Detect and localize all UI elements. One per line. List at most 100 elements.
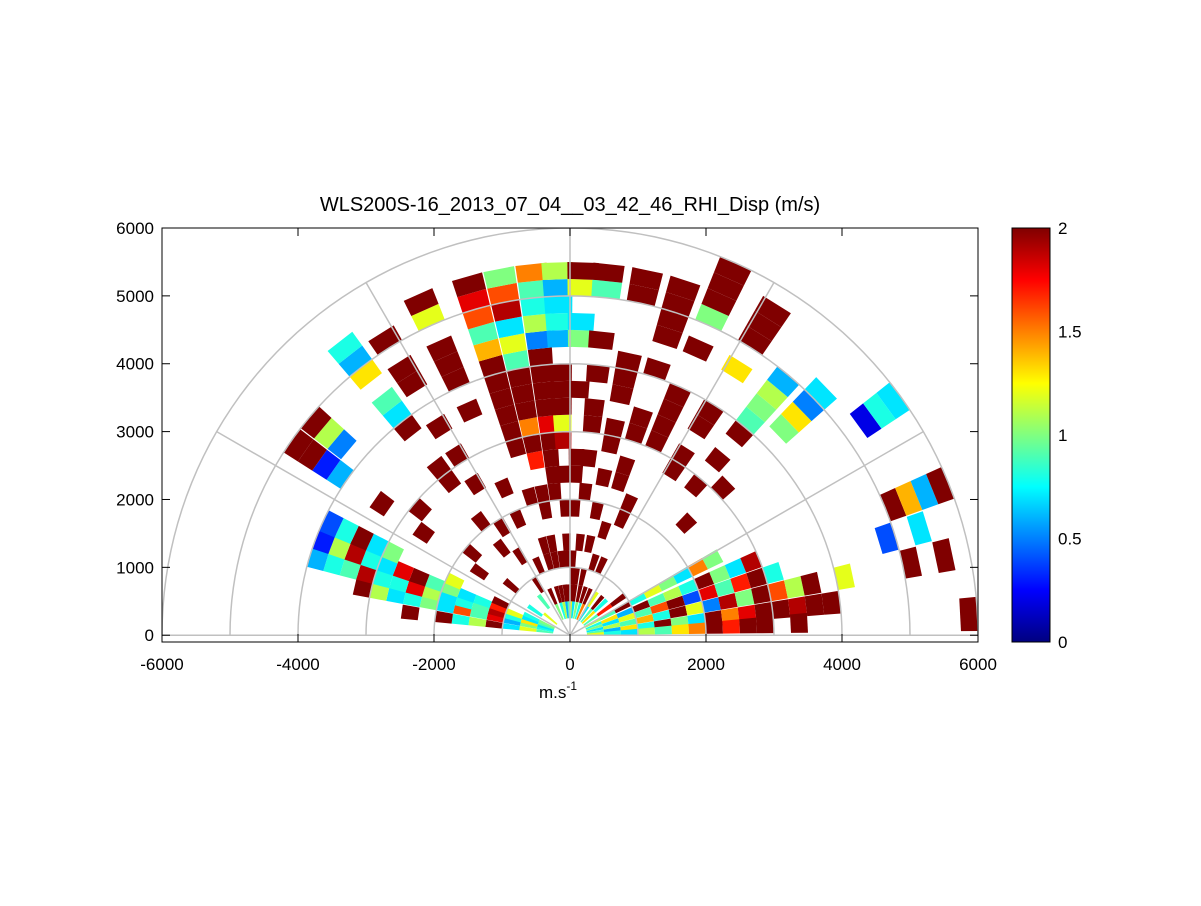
radar-cell xyxy=(350,525,374,551)
radar-cell xyxy=(740,551,763,573)
radar-cell xyxy=(562,533,571,551)
radar-cell xyxy=(583,398,605,418)
radar-cell xyxy=(620,628,638,635)
radar-cell xyxy=(705,620,723,634)
radar-cell xyxy=(334,518,359,544)
radar-cell xyxy=(365,533,389,557)
radar-cell xyxy=(959,596,978,632)
radar-cell xyxy=(628,592,647,606)
radar-cell xyxy=(643,357,671,381)
x-tick-label: 0 xyxy=(565,655,574,674)
x-tick-label: 6000 xyxy=(959,655,997,674)
radar-cell xyxy=(543,612,558,625)
radar-cell xyxy=(542,278,573,297)
radar-cell xyxy=(371,386,402,416)
radar-cell xyxy=(527,604,543,617)
radar-cell xyxy=(573,567,580,585)
radar-cell xyxy=(514,400,537,421)
radar-cell xyxy=(543,295,573,314)
radar-cell xyxy=(722,619,740,634)
radar-cell xyxy=(575,585,583,603)
radar-cell xyxy=(517,279,549,300)
radar-cell xyxy=(535,398,557,418)
radar-cell xyxy=(582,587,593,605)
radar-cell xyxy=(618,612,636,623)
radar-cell xyxy=(434,610,453,624)
colorbar xyxy=(1011,227,1051,643)
radar-cell xyxy=(713,256,752,286)
radar-cell xyxy=(327,429,357,460)
radar-cell xyxy=(562,601,568,619)
radar-cell xyxy=(553,414,572,433)
radar-cell xyxy=(746,393,777,423)
radar-cell xyxy=(568,448,585,467)
radar-cell xyxy=(300,406,332,439)
radar-cell xyxy=(578,568,587,586)
radar-cell xyxy=(597,520,612,540)
radar-cell xyxy=(746,567,768,589)
radar-cell xyxy=(572,584,578,602)
radar-cell xyxy=(553,585,563,604)
radar-cell xyxy=(522,313,551,334)
radar-cell xyxy=(579,586,588,604)
radar-cell xyxy=(657,575,678,592)
radar-cell xyxy=(709,565,731,584)
radar-cell xyxy=(537,621,555,630)
radar-cell xyxy=(537,415,558,434)
radar-cell xyxy=(567,329,594,348)
radar-cell xyxy=(545,465,561,485)
radar-cell xyxy=(456,398,483,423)
radar-cell xyxy=(521,486,539,507)
radar-cell xyxy=(512,546,529,566)
radar-cell xyxy=(369,490,395,517)
radar-cell xyxy=(531,576,545,594)
y-tick-label: 3000 xyxy=(116,423,154,442)
radar-cell xyxy=(863,392,896,429)
radar-cell xyxy=(701,597,721,613)
radar-cell xyxy=(444,572,465,590)
radar-cell xyxy=(503,350,530,372)
radar-cell xyxy=(739,617,757,634)
radar-cell xyxy=(662,586,683,602)
radar-cell xyxy=(895,481,923,516)
radar-cell xyxy=(550,380,572,399)
radar-cell xyxy=(600,614,619,624)
radar-cell xyxy=(581,610,596,624)
radar-cell xyxy=(619,618,638,627)
colorbar-tick-label: 1 xyxy=(1058,426,1067,445)
radar-cell xyxy=(626,283,659,307)
radar-cell xyxy=(718,593,738,610)
radar-cell xyxy=(754,601,774,621)
x-tick-label: 2000 xyxy=(687,655,725,674)
radar-cell xyxy=(527,347,553,367)
radar-cell xyxy=(283,429,314,462)
radar-cell xyxy=(583,614,599,626)
radar-cell xyxy=(381,541,404,564)
radar-cell xyxy=(522,433,543,454)
colorbar-tick-label: 0 xyxy=(1058,633,1067,652)
radar-cell xyxy=(546,534,558,553)
radar-cell xyxy=(784,576,805,599)
radar-cell xyxy=(492,538,511,558)
radar-cell xyxy=(654,625,672,635)
radar-cell xyxy=(554,603,564,621)
radar-cell xyxy=(879,488,907,522)
radar-cell xyxy=(704,447,731,473)
radar-cell xyxy=(393,414,422,442)
radar-cell xyxy=(312,449,341,480)
radar-cell xyxy=(487,607,506,619)
radar-cell xyxy=(671,624,689,635)
radar-cell xyxy=(590,594,605,611)
radar-cell xyxy=(704,610,723,625)
radar-cell xyxy=(489,601,508,614)
radar-cell xyxy=(382,400,412,429)
radar-cell xyxy=(547,587,558,605)
radar-cell xyxy=(584,534,596,554)
radar-cell xyxy=(687,557,708,577)
radar-cell xyxy=(569,550,577,568)
radar-cell xyxy=(424,574,446,592)
radar-cell xyxy=(537,623,554,631)
radar-cell xyxy=(616,607,635,619)
radar-cell xyxy=(486,612,505,623)
radar-cell xyxy=(469,563,489,581)
